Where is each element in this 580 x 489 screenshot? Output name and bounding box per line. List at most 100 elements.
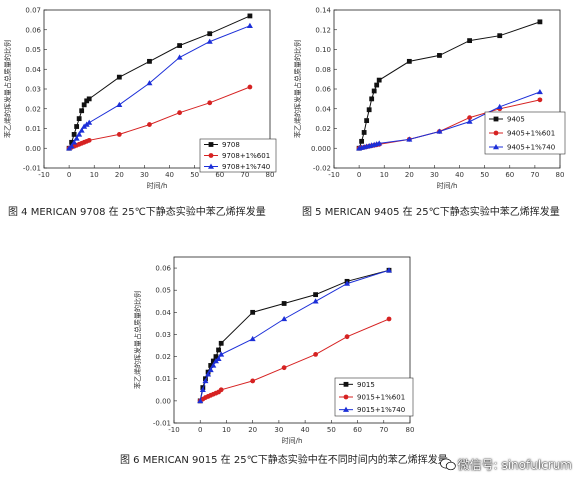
data-point [247, 84, 253, 90]
x-tick-label: 30 [274, 426, 283, 434]
x-tick-label: 0 [357, 171, 361, 179]
y-tick-label: -0.02 [313, 165, 331, 173]
figure-6-caption: 图 6 MERICAN 9015 在 25℃下静态实验中在不同时间内的苯乙烯挥发… [120, 455, 448, 466]
data-point [177, 110, 183, 116]
y-tick-label: 0.03 [155, 331, 171, 339]
legend-marker [493, 116, 499, 122]
series-9708+1%740 [66, 22, 253, 151]
data-point [313, 292, 318, 298]
data-point [69, 139, 75, 145]
data-point [116, 132, 122, 137]
data-point [371, 88, 377, 94]
x-tick-label: 30 [430, 171, 439, 179]
data-point [537, 97, 543, 103]
y-tick-label: 0.12 [315, 26, 331, 34]
x-tick-label: 40 [165, 171, 174, 179]
data-point [116, 101, 123, 107]
x-tick-label: 20 [405, 171, 414, 179]
data-point [207, 31, 213, 37]
series-9708 [66, 13, 253, 151]
x-tick-label: 80 [266, 171, 275, 179]
x-tick-label: 20 [115, 171, 124, 179]
data-point [84, 98, 90, 104]
x-tick-label: -10 [168, 426, 179, 434]
data-point [199, 386, 206, 392]
x-axis-label: 时间/h [282, 436, 303, 445]
data-point [366, 107, 372, 113]
data-point [207, 366, 214, 373]
data-point [313, 351, 318, 357]
x-tick-label: 80 [406, 426, 415, 434]
data-point [364, 118, 370, 123]
data-point [73, 135, 80, 141]
y-tick-label: 0.04 [25, 66, 41, 74]
y-tick-label: 0.14 [315, 7, 331, 15]
legend-label: 9405 [507, 116, 525, 124]
data-point [344, 280, 351, 286]
x-tick-label: 70 [240, 171, 249, 179]
watermark-text: 微信号: sinofulcrum [457, 458, 572, 472]
data-point [312, 298, 319, 304]
figure-6-chart: -10 0 10 20 30 40 50 60 70 80 -0.01 0.00 0.01 0.02 0.0… [133, 256, 415, 445]
figure-5-caption: 图 5 MERICAN 9405 在 25℃下静态实验中苯乙烯挥发量 [302, 207, 560, 218]
data-point [466, 118, 473, 124]
data-point [210, 358, 216, 364]
data-point [281, 365, 287, 371]
data-point [79, 108, 85, 114]
series-line [68, 25, 251, 149]
data-point [216, 347, 221, 353]
x-tick-label: 80 [556, 171, 565, 179]
legend-label: 9708 [222, 141, 240, 149]
y-tick-label: 0.02 [155, 353, 171, 361]
data-point [536, 88, 543, 95]
data-point [206, 38, 213, 44]
y-axis-label: 苯乙烯的挥发量占总质量的比例 [133, 291, 142, 389]
x-axis-label: 时间/h [147, 181, 168, 190]
y-tick-label: 0.01 [155, 375, 171, 383]
y-tick-label: 0.05 [25, 46, 41, 54]
series-line [68, 15, 251, 149]
data-point [246, 22, 253, 28]
data-point [537, 19, 543, 25]
data-point [218, 340, 224, 346]
series-9708+1%601 [66, 84, 253, 151]
series-9015+1%740 [197, 267, 393, 404]
legend-marker [493, 144, 499, 150]
data-point [74, 124, 80, 129]
data-point [176, 54, 183, 60]
y-tick-label: 0.08 [315, 66, 331, 74]
x-tick-label: 50 [190, 171, 199, 179]
legend: 9708 9708+1%601 9708+1%740 [199, 138, 277, 173]
data-point [197, 397, 204, 404]
data-point [218, 387, 224, 393]
y-tick-label: 0.01 [25, 125, 41, 133]
data-point [177, 43, 182, 48]
data-point [250, 378, 256, 384]
legend-label: 9708+1%601 [222, 152, 270, 160]
data-point [247, 13, 253, 19]
data-point [376, 140, 383, 146]
x-tick-label: -10 [38, 171, 49, 179]
data-point [406, 136, 413, 142]
data-point [81, 102, 87, 108]
legend-label: 9708+1%740 [222, 163, 270, 171]
data-point [207, 100, 213, 106]
legend-label: 9015 [357, 381, 375, 389]
data-point [467, 115, 472, 121]
legend-marker [343, 406, 349, 412]
data-point [147, 122, 152, 127]
data-point [374, 82, 380, 88]
data-point [376, 77, 382, 83]
y-tick-label: 0.03 [25, 86, 41, 94]
data-point [210, 362, 217, 368]
y-tick-label: 0.00 [25, 145, 41, 153]
y-tick-label: 0.02 [25, 105, 41, 113]
data-point [76, 131, 83, 137]
y-tick-label: 0.10 [315, 46, 331, 54]
x-tick-label: 10 [90, 171, 99, 179]
legend-marker [343, 394, 349, 400]
x-tick-label: -10 [328, 171, 339, 179]
data-point [71, 132, 77, 137]
legend-marker [208, 163, 214, 169]
y-axis-label: 苯乙烯的挥发量占总质量的比例 [3, 40, 12, 138]
